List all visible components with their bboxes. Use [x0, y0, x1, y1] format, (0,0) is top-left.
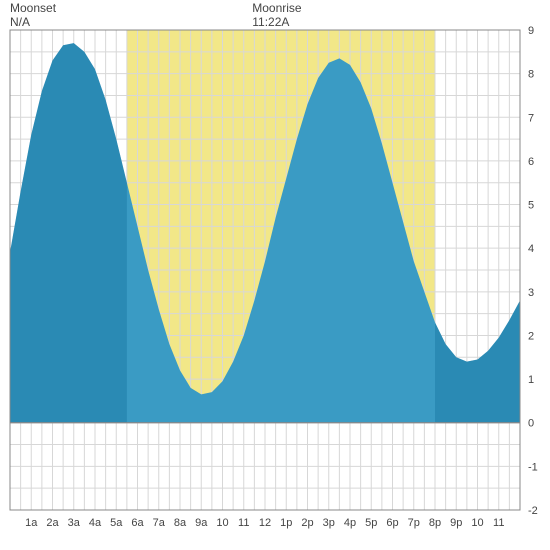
x-tick-label: 2a	[46, 517, 59, 529]
x-tick-label: 9a	[195, 517, 208, 529]
x-tick-label: 3a	[68, 517, 81, 529]
moonrise-value: 11:22A	[252, 15, 289, 29]
x-tick-label: 7a	[153, 517, 166, 529]
x-tick-label: 8p	[429, 517, 441, 529]
x-tick-label: 7p	[408, 517, 420, 529]
x-tick-label: 6p	[386, 517, 398, 529]
x-tick-label: 12	[259, 517, 271, 529]
y-tick-label: 4	[528, 243, 534, 255]
x-tick-label: 1p	[280, 517, 292, 529]
moonset-value: N/A	[10, 15, 30, 29]
moonrise-label: Moonrise	[252, 1, 302, 15]
y-tick-label: 1	[528, 374, 534, 386]
y-tick-label: 7	[528, 112, 534, 124]
y-tick-label: 8	[528, 69, 534, 81]
x-tick-label: 11	[238, 517, 249, 529]
y-tick-label: -2	[528, 505, 538, 517]
y-tick-label: 9	[528, 25, 534, 37]
x-tick-label: 10	[471, 517, 483, 529]
moonset-label: Moonset	[10, 1, 57, 15]
x-tick-label: 3p	[323, 517, 335, 529]
x-tick-label: 4a	[89, 517, 102, 529]
x-tick-label: 5a	[110, 517, 123, 529]
x-tick-label: 9p	[450, 517, 462, 529]
y-tick-label: 3	[528, 287, 534, 299]
x-tick-label: 5p	[365, 517, 377, 529]
x-tick-label: 1a	[25, 517, 38, 529]
y-tick-label: -1	[528, 461, 538, 473]
x-tick-label: 10	[216, 517, 228, 529]
x-tick-label: 11	[493, 517, 504, 529]
y-tick-label: 0	[528, 418, 534, 430]
y-tick-label: 6	[528, 156, 534, 168]
x-tick-label: 4p	[344, 517, 356, 529]
y-tick-label: 2	[528, 330, 534, 342]
tide-chart: -2-101234567891a2a3a4a5a6a7a8a9a1011121p…	[0, 0, 550, 550]
y-tick-label: 5	[528, 200, 534, 212]
x-tick-label: 2p	[301, 517, 313, 529]
x-tick-label: 6a	[131, 517, 144, 529]
x-tick-label: 8a	[174, 517, 187, 529]
